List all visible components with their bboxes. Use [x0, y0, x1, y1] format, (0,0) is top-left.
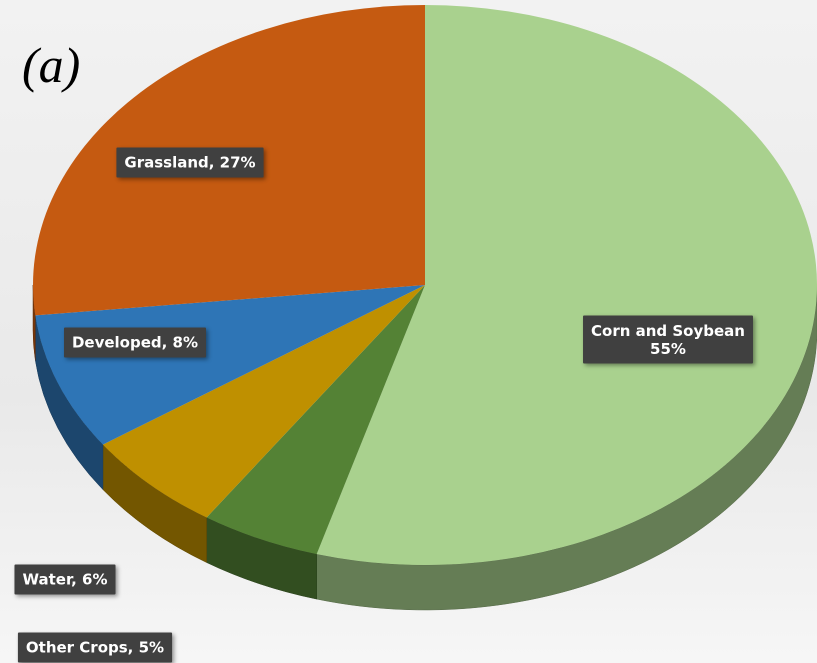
label-text: Water, 6%: [22, 571, 107, 589]
label-box: [116, 147, 264, 178]
chart-title: (a): [22, 37, 80, 93]
slice: [206, 285, 425, 555]
slice: [102, 285, 425, 518]
data-label: Grassland, 27%: [116, 147, 264, 178]
slice: [35, 285, 425, 445]
label-box: [17, 632, 173, 663]
data-label: Water, 6%: [14, 564, 116, 595]
label-text: Grassland, 27%: [124, 154, 255, 172]
data-label: Corn and Soybean 55%: [583, 315, 753, 364]
label-text: Corn and Soybean 55%: [591, 322, 745, 358]
label-box: [63, 327, 207, 358]
pie-tops: [32, 5, 817, 565]
label-box: [14, 564, 116, 595]
label-box: [583, 315, 753, 364]
slice: [316, 5, 817, 565]
label-text: Other Crops, 5%: [26, 639, 164, 657]
data-labels: Corn and Soybean 55% Other Crops, 5% Water,…: [14, 147, 753, 663]
pie-sides: [32, 284, 817, 611]
label-text: Developed, 8%: [72, 334, 198, 352]
data-label: Other Crops, 5%: [17, 632, 173, 663]
data-label: Developed, 8%: [63, 327, 207, 358]
